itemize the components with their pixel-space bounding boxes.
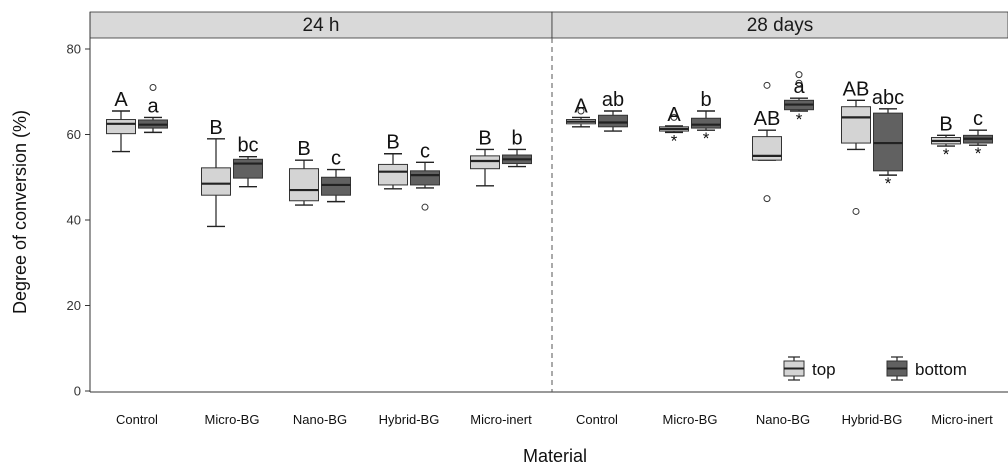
p1-control-bottom-outlier-1 xyxy=(149,83,157,91)
p2-nano-bg-bottom-outlier-2 xyxy=(795,79,803,87)
p2-hybrid-bg-bottom: abc * xyxy=(872,87,904,193)
x-label-p2-nano-bg: Nano-BG xyxy=(756,412,810,427)
p2-micro-inert-top-letter: B xyxy=(939,113,952,135)
p2-nano-bg-top-outlier-2 xyxy=(763,195,771,203)
p1-control-top-letter: A xyxy=(114,89,128,111)
p1-hybrid-bg-bottom-outlier-1 xyxy=(421,203,429,211)
p1-micro-bg-bottom-box xyxy=(233,158,263,179)
p2-control-bottom-box xyxy=(598,114,628,128)
p2-micro-inert-bottom: c* xyxy=(963,108,993,163)
p1-nano-bg-bottom-box xyxy=(321,176,351,196)
panel-strips: 24 h 28 days xyxy=(89,11,1008,39)
p1-micro-bg-bottom-letter: bc xyxy=(237,135,258,157)
p2-micro-bg-bottom: b* xyxy=(691,89,721,148)
p1-hybrid-bg-top-letter: B xyxy=(386,132,399,154)
x-label-p1-hybrid-bg: Hybrid-BG xyxy=(379,412,440,427)
p1-micro-inert-top: B xyxy=(470,127,500,187)
legend: top bottom xyxy=(783,356,967,381)
p1-micro-bg-top-letter: B xyxy=(209,117,222,139)
p2-nano-bg-bottom-letter: a xyxy=(793,76,805,98)
p2-control-top-letter: A xyxy=(574,95,588,117)
x-label-p1-control: Control xyxy=(116,412,158,427)
p2-hybrid-bg-bottom-star: * xyxy=(885,174,892,193)
p2-control-top: A xyxy=(566,95,596,128)
x-label-p1-micro-bg: Micro-BG xyxy=(205,412,260,427)
p1-nano-bg-top-box xyxy=(289,168,319,202)
p1-micro-inert-top-letter: B xyxy=(478,127,491,149)
x-label-p1-nano-bg: Nano-BG xyxy=(293,412,347,427)
p1-micro-inert-bottom-letter: b xyxy=(511,127,522,149)
p2-nano-bg-bottom-star: * xyxy=(796,110,803,129)
p2-nano-bg-top-box xyxy=(752,136,782,161)
p2-micro-inert-top-star: * xyxy=(943,145,950,164)
p2-nano-bg-top: AB xyxy=(752,81,782,203)
y-axis-title: Degree of conversion (%) xyxy=(10,110,30,314)
p1-hybrid-bg-top-box xyxy=(378,163,408,186)
p2-hybrid-bg-bottom-letter: abc xyxy=(872,87,904,109)
p1-micro-bg-top-box xyxy=(201,167,231,196)
p1-nano-bg-bottom-letter: c xyxy=(331,148,341,170)
p1-hybrid-bg-bottom-letter: c xyxy=(420,140,430,162)
y-tick-label-80: 80 xyxy=(67,42,81,57)
p1-nano-bg-top-letter: B xyxy=(297,138,310,160)
p2-micro-inert-bottom-letter: c xyxy=(973,108,983,130)
p1-micro-inert-bottom: b xyxy=(502,127,532,168)
y-tick-label-40: 40 xyxy=(67,213,81,228)
p2-control-bottom-letter: ab xyxy=(602,89,624,111)
p2-control-bottom: ab xyxy=(598,89,628,132)
p1-nano-bg-bottom: c xyxy=(321,148,351,203)
strip-2 xyxy=(551,11,1008,39)
x-axis-title: Material xyxy=(523,446,587,466)
strip-label-2: 28 days xyxy=(747,15,814,36)
p2-hybrid-bg-top-letter: AB xyxy=(843,78,870,100)
p2-micro-bg-top: A* xyxy=(659,104,689,150)
p2-hybrid-bg-top: AB xyxy=(841,78,871,215)
p1-hybrid-bg-top: B xyxy=(378,132,408,190)
p2-micro-bg-top-star: * xyxy=(671,131,678,150)
y-tick-label-20: 20 xyxy=(67,298,81,313)
y-tick-label-60: 60 xyxy=(67,127,81,142)
legend-label-top: top xyxy=(812,360,836,379)
p2-micro-inert-top: B* xyxy=(931,113,961,164)
x-label-p2-micro-bg: Micro-BG xyxy=(663,412,718,427)
p1-nano-bg-top: B xyxy=(289,138,319,206)
p1-micro-inert-top-box xyxy=(470,155,500,170)
y-tick-label-0: 0 xyxy=(74,384,81,399)
p2-micro-bg-top-outlier-1 xyxy=(670,113,678,121)
p2-micro-bg-top-letter: A xyxy=(667,104,681,126)
p2-nano-bg-top-letter: AB xyxy=(754,108,781,130)
x-label-p2-hybrid-bg: Hybrid-BG xyxy=(842,412,903,427)
p2-micro-bg-bottom-box xyxy=(691,117,721,129)
p2-control-top-outlier-1 xyxy=(577,107,585,115)
x-label-p2-micro-inert: Micro-inert xyxy=(931,412,993,427)
y-axis: 0 20 40 60 80 xyxy=(67,42,90,399)
p2-nano-bg-bottom-outlier-1 xyxy=(795,71,803,79)
p2-micro-bg-bottom-star: * xyxy=(703,129,710,148)
p1-hybrid-bg-bottom-box xyxy=(410,170,440,186)
p1-micro-bg-bottom: bc xyxy=(233,135,263,188)
p1-control-bottom: a xyxy=(138,83,168,134)
legend-item-bottom: bottom xyxy=(886,356,967,381)
x-category-labels: Control Micro-BG Nano-BG Hybrid-BG Micro-ine… xyxy=(116,412,993,427)
p2-nano-bg-top-outlier-1 xyxy=(763,81,771,89)
p2-micro-inert-bottom-star: * xyxy=(975,144,982,163)
p1-control-bottom-letter: a xyxy=(147,95,159,117)
strip-label-1: 24 h xyxy=(303,15,340,36)
p1-control-top-box xyxy=(106,119,136,135)
legend-label-bottom: bottom xyxy=(915,360,967,379)
strip-1 xyxy=(89,11,553,39)
p2-hybrid-bg-top-box xyxy=(841,106,871,144)
p2-hybrid-bg-top-outlier-1 xyxy=(852,207,860,215)
p1-hybrid-bg-bottom: c xyxy=(410,140,440,211)
p1-micro-bg-top: B xyxy=(201,117,231,228)
x-label-p2-control: Control xyxy=(576,412,618,427)
x-label-p1-micro-inert: Micro-inert xyxy=(470,412,532,427)
p2-nano-bg-bottom: a* xyxy=(784,71,814,129)
p2-micro-bg-bottom-letter: b xyxy=(700,89,711,111)
legend-item-top: top xyxy=(783,356,836,381)
p1-control-top: A xyxy=(106,89,136,153)
